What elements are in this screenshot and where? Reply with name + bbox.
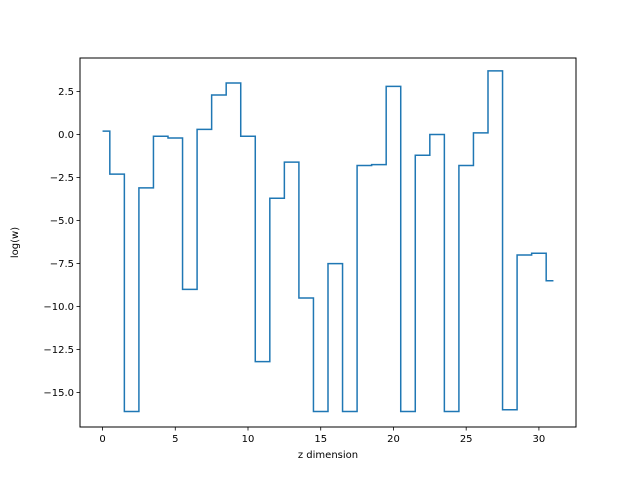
plot-area — [102, 70, 554, 413]
series-line — [102, 70, 554, 413]
x-axis-label: z dimension — [298, 450, 358, 461]
y-tick-label: −12.5 — [43, 345, 74, 356]
x-tick-label: 30 — [533, 434, 546, 445]
x-tick-label: 25 — [460, 434, 473, 445]
y-tick-label: −10.0 — [43, 302, 74, 313]
x-tick-label: 10 — [242, 434, 255, 445]
y-tick-label: −2.5 — [50, 173, 74, 184]
y-axis-label: log(w) — [10, 227, 21, 258]
y-tick-label: 0.0 — [58, 130, 74, 141]
ticks: 0 5 10 15 20 25 30 2.5 0.0 −2.5 −5.0 −7.5 −10.0 −12.5… — [43, 87, 545, 445]
y-tick-label: −5.0 — [50, 216, 74, 227]
y-tick-label: −7.5 — [50, 259, 74, 270]
x-tick-label: 20 — [387, 434, 400, 445]
y-tick-label: 2.5 — [58, 87, 74, 98]
y-tick-label: −15.0 — [43, 388, 74, 399]
x-tick-label: 5 — [172, 434, 178, 445]
x-tick-label: 15 — [314, 434, 327, 445]
x-tick-label: 0 — [99, 434, 105, 445]
axes-frame — [79, 57, 577, 428]
